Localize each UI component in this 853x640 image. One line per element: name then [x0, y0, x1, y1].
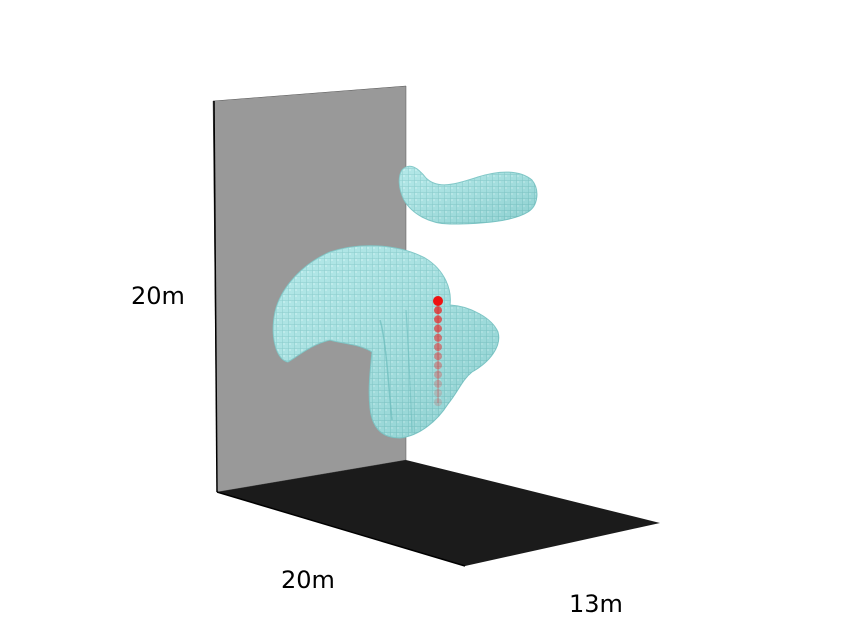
depth-axis-line	[216, 491, 466, 567]
vertical-axis-line	[213, 100, 218, 493]
trajectory-point	[434, 361, 442, 370]
trajectory-point	[434, 398, 442, 407]
trajectory-point	[434, 389, 442, 397]
trajectory-point	[434, 352, 442, 361]
trajectory-point	[434, 333, 442, 342]
trajectory-point	[434, 343, 442, 351]
floor-plane	[217, 460, 660, 566]
width-dimension-label: 13m	[569, 590, 623, 618]
depth-dimension-label: 20m	[281, 566, 335, 594]
trajectory-point	[434, 306, 442, 315]
trajectory-path	[433, 296, 443, 407]
obstacle-main	[272, 245, 500, 439]
obstacle-upper	[398, 165, 538, 225]
trajectory-point	[434, 379, 442, 388]
trajectory-point	[433, 296, 443, 306]
height-dimension-label: 20m	[131, 282, 185, 310]
trajectory-point	[434, 315, 442, 324]
trajectory-point	[434, 370, 442, 379]
trajectory-point	[434, 324, 442, 333]
